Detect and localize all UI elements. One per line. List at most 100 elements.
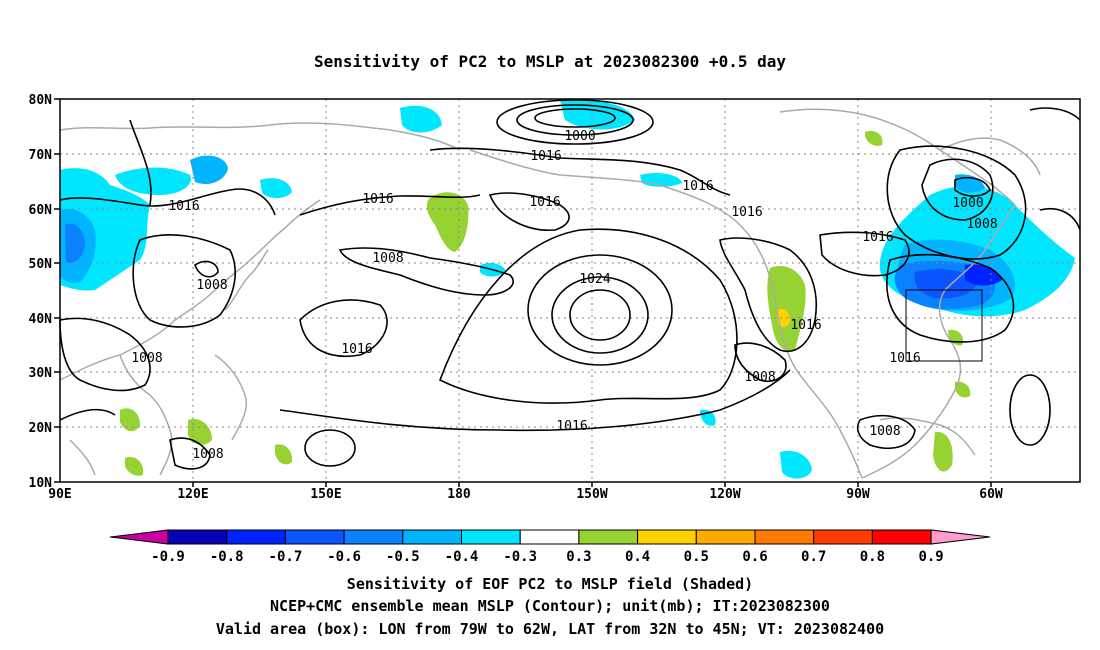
shade-atlantic-core: [914, 269, 978, 299]
lat-tick-label: 10N: [29, 476, 53, 491]
coast-greenland: [939, 137, 1041, 176]
colorbar-swatch: [343, 529, 404, 545]
contour-labrador-inner: [954, 176, 991, 197]
lon-tick-label: 150E: [310, 487, 341, 502]
contour-arctic-low-2: [516, 104, 634, 136]
colorbar-swatch: [284, 529, 345, 545]
contour-1016-westpac: [299, 299, 388, 357]
colorbar-swatch: [813, 529, 873, 545]
colorbar: -0.9 -0.8 -0.7 -0.6 -0.5 -0.4 -0.3 0.3 0.4 0.5 0.6…: [109, 529, 991, 565]
lon-tick-label: 120E: [177, 487, 208, 502]
colorbar-label: -0.6: [327, 549, 361, 565]
negative-sensitivity-shading: [60, 99, 1075, 479]
lat-ticks: [54, 98, 60, 483]
colorbar-label: -0.9: [151, 549, 185, 565]
shade-arctic-2: [560, 99, 635, 130]
contour-label: 1008: [966, 217, 997, 232]
contour-1016-canada: [819, 231, 910, 277]
colorbar-label: 0.6: [742, 549, 767, 565]
contour-north-atlantic: [1029, 107, 1081, 121]
shade-asia-center: [65, 223, 85, 263]
contour-1008-china: [59, 317, 151, 392]
lon-ticks: [192, 482, 992, 487]
shade-pacific-green: [275, 444, 293, 465]
contour-label: 1008: [869, 424, 900, 439]
contour-label: 1016: [731, 205, 762, 220]
lat-tick-label: 80N: [29, 93, 53, 108]
contour-1008-philippines: [169, 437, 211, 470]
coast-china-south: [119, 354, 173, 476]
contour-label: 1016: [682, 179, 713, 194]
coastlines: [59, 108, 1041, 479]
contour-label: 1016: [168, 199, 199, 214]
contour-label: 1008: [131, 351, 162, 366]
colorbar-swatch: [871, 529, 932, 545]
contour-1008-asia: [194, 260, 219, 278]
contour-label: 1008: [196, 278, 227, 293]
lat-tick-label: 50N: [29, 257, 53, 272]
contour-1008-caribbean: [856, 414, 916, 449]
contour-1016-arctic: [429, 147, 731, 196]
coast-japan: [224, 249, 269, 311]
coast-india-east: [69, 439, 96, 476]
colorbar-swatch: [167, 529, 228, 545]
contour-arctic-low-1: [534, 108, 616, 128]
lon-tick-label: 90W: [846, 487, 870, 502]
contour-label: 1024: [579, 272, 610, 287]
contour-label: 1016: [862, 230, 893, 245]
map-frame: [59, 98, 1081, 483]
shade-rockies-green: [767, 265, 806, 352]
contour-1016-atlantic: [886, 253, 1015, 343]
colorbar-label: -0.4: [445, 549, 479, 565]
contour-label: 1008: [192, 447, 223, 462]
contour-azores: [1009, 374, 1051, 446]
contour-tropical-low: [304, 429, 356, 467]
lat-tick-label: 30N: [29, 366, 53, 381]
shade-asia-siberia: [115, 167, 191, 195]
caption-line-1: Sensitivity of EOF PC2 to MSLP field (Sh…: [347, 575, 753, 593]
colorbar-label: -0.7: [269, 549, 303, 565]
colorbar-label: -0.3: [503, 549, 537, 565]
latitude-axis: 80N 70N 60N 50N 40N 30N 20N 10N: [29, 93, 53, 491]
lon-tick-label: 180: [447, 487, 471, 502]
coast-north-america-east: [861, 204, 1016, 479]
caption: Sensitivity of EOF PC2 to MSLP field (Sh…: [216, 575, 884, 638]
lat-tick-label: 70N: [29, 148, 53, 163]
contour-east-atlantic: [1039, 208, 1081, 231]
coast-philippines: [214, 354, 247, 441]
contour-label: 1016: [362, 192, 393, 207]
contour-label: 1016: [556, 419, 587, 434]
contour-1024: [527, 254, 673, 366]
contour-1008-aleutian: [338, 247, 514, 296]
shade-philippines-green: [188, 419, 212, 445]
shade-greenland-green: [865, 130, 883, 146]
contour-india: [59, 408, 116, 421]
colorbar-swatch: [754, 529, 815, 545]
figure-title: Sensitivity of PC2 to MSLP at 2023082300…: [314, 52, 786, 71]
colorbar-swatch: [695, 529, 756, 545]
lon-tick-label: 90E: [48, 487, 71, 502]
contour-label: 1000: [952, 196, 983, 211]
contour-1008-manchuria: [132, 234, 236, 328]
colorbar-low-triangle: [109, 529, 169, 545]
lon-tick-label: 60W: [979, 487, 1003, 502]
contour-1016-tropical: [279, 369, 791, 432]
contour-1016-rockies: [719, 237, 818, 352]
contour-label: 1008: [372, 251, 403, 266]
colorbar-label: 0.9: [918, 549, 943, 565]
shade-rockies-yellow: [777, 308, 790, 328]
colorbar-label: 0.4: [625, 549, 650, 565]
valid-area-box: [905, 289, 983, 362]
contour-label: 1016: [889, 351, 920, 366]
longitude-axis: 90E 120E 150E 180 150W 120W 90W 60W: [48, 487, 1003, 502]
colorbar-swatch: [402, 529, 462, 545]
caption-line-3: Valid area (box): LON from 79W to 62W, L…: [216, 620, 884, 638]
contour-label: 1016: [529, 195, 560, 210]
contour-label: 1008: [744, 370, 775, 385]
contour-1016-okhotsk: [299, 194, 481, 216]
shade-indochina-green: [125, 456, 144, 476]
contour-1000-labrador: [921, 158, 994, 221]
colorbar-label: 0.3: [566, 549, 591, 565]
colorbar-high-triangle: [930, 529, 991, 545]
